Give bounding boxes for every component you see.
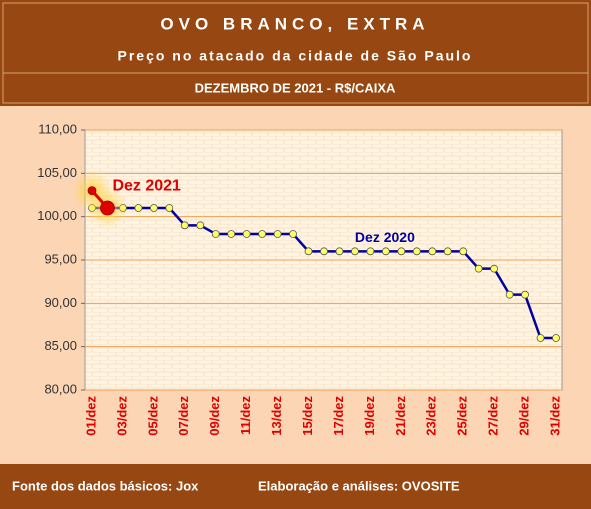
data-point xyxy=(320,247,328,256)
data-point xyxy=(211,230,220,238)
data-point xyxy=(242,230,251,238)
data-point xyxy=(273,230,282,238)
x-tick-label: 05/dez xyxy=(145,396,160,436)
y-tick-label: 80,00 xyxy=(44,381,77,396)
data-point xyxy=(474,264,483,273)
data-point xyxy=(227,230,236,238)
data-point xyxy=(381,247,390,256)
data-point xyxy=(335,247,344,256)
x-tick-label: 07/dez xyxy=(176,396,191,436)
header xyxy=(0,0,591,106)
y-tick-label: 105,00 xyxy=(37,165,77,180)
data-point xyxy=(521,290,529,299)
x-tick-label: 09/dez xyxy=(207,396,222,436)
y-tick-label: 110,00 xyxy=(38,121,77,136)
x-tick-label: 23/dez xyxy=(424,396,439,436)
data-point xyxy=(412,247,421,256)
y-tick-label: 90,00 xyxy=(44,295,77,310)
x-tick-label: 11/dez xyxy=(238,396,253,436)
x-tick-label: 03/dez xyxy=(114,396,129,436)
y-tick-label: 95,00 xyxy=(44,251,77,266)
x-tick-label: 01/dez xyxy=(83,396,98,436)
data-point xyxy=(443,247,452,256)
data-point xyxy=(258,230,267,238)
data-point xyxy=(180,221,189,230)
x-tick-label: 15/dez xyxy=(300,396,315,436)
data-point xyxy=(87,186,97,196)
data-point xyxy=(428,247,437,256)
chart-title: OVO BRANCO, EXTRA xyxy=(160,14,429,33)
credit: Elaboração e análises: OVOSITE xyxy=(258,478,460,493)
x-tick-label: 29/dez xyxy=(517,396,532,436)
data-point xyxy=(165,204,174,212)
data-point xyxy=(366,247,375,256)
data-point xyxy=(196,221,205,230)
data-point xyxy=(289,230,297,238)
series-label: Dez 2020 xyxy=(355,229,415,245)
series-label: Dez 2021 xyxy=(112,178,181,195)
data-point xyxy=(490,264,499,273)
y-tick-label: 100,00 xyxy=(37,208,77,223)
x-tick-label: 17/dez xyxy=(331,396,346,436)
x-tick-label: 25/dez xyxy=(455,396,470,436)
footer xyxy=(0,464,591,509)
x-tick-label: 19/dez xyxy=(362,396,377,436)
data-point xyxy=(552,334,560,342)
x-tick-label: 21/dez xyxy=(393,396,408,436)
data-point xyxy=(134,204,143,212)
data-point xyxy=(351,247,359,256)
x-tick-label: 13/dez xyxy=(269,396,284,436)
data-point xyxy=(304,247,313,256)
source: Fonte dos dados básicos: Jox xyxy=(12,478,199,493)
data-point xyxy=(397,247,406,256)
data-point xyxy=(149,204,158,212)
header-border xyxy=(2,2,589,104)
data-point xyxy=(505,290,514,299)
x-tick-label: 27/dez xyxy=(486,396,501,436)
data-point xyxy=(536,334,545,342)
y-tick-label: 85,00 xyxy=(44,338,77,353)
data-point xyxy=(459,247,468,256)
x-tick-label: 31/dez xyxy=(547,396,562,436)
chart-period: DEZEMBRO DE 2021 - R$/CAIXA xyxy=(195,80,396,95)
chart-subtitle: Preço no atacado da cidade de São Paulo xyxy=(118,48,473,64)
data-point xyxy=(100,200,115,216)
